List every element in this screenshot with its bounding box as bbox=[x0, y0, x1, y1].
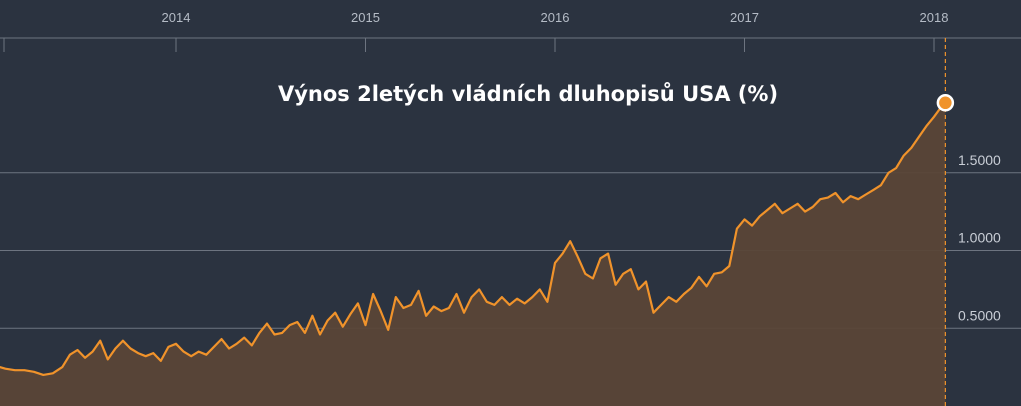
x-tick-label: 2016 bbox=[541, 10, 570, 25]
x-tick-label: 2018 bbox=[920, 10, 949, 25]
x-axis: 2014 2015 2016 2017 2018 bbox=[0, 10, 1021, 52]
y-tick-label: 1.0000 bbox=[958, 230, 1001, 246]
x-tick-label: 2014 bbox=[162, 10, 191, 25]
last-value-marker[interactable] bbox=[936, 94, 955, 112]
x-tick-label: 2015 bbox=[351, 10, 380, 25]
y-tick-label: 0.5000 bbox=[958, 307, 1001, 323]
chart-title: Výnos 2letých vládních dluhopisů USA (%) bbox=[278, 82, 778, 106]
yield-line bbox=[0, 102, 947, 376]
yield-area bbox=[0, 102, 946, 406]
y-tick-label: 1.5000 bbox=[958, 152, 1001, 168]
x-tick-label: 2017 bbox=[730, 10, 759, 25]
y-axis-labels: 0.5000 1.0000 1.5000 bbox=[958, 152, 1001, 324]
